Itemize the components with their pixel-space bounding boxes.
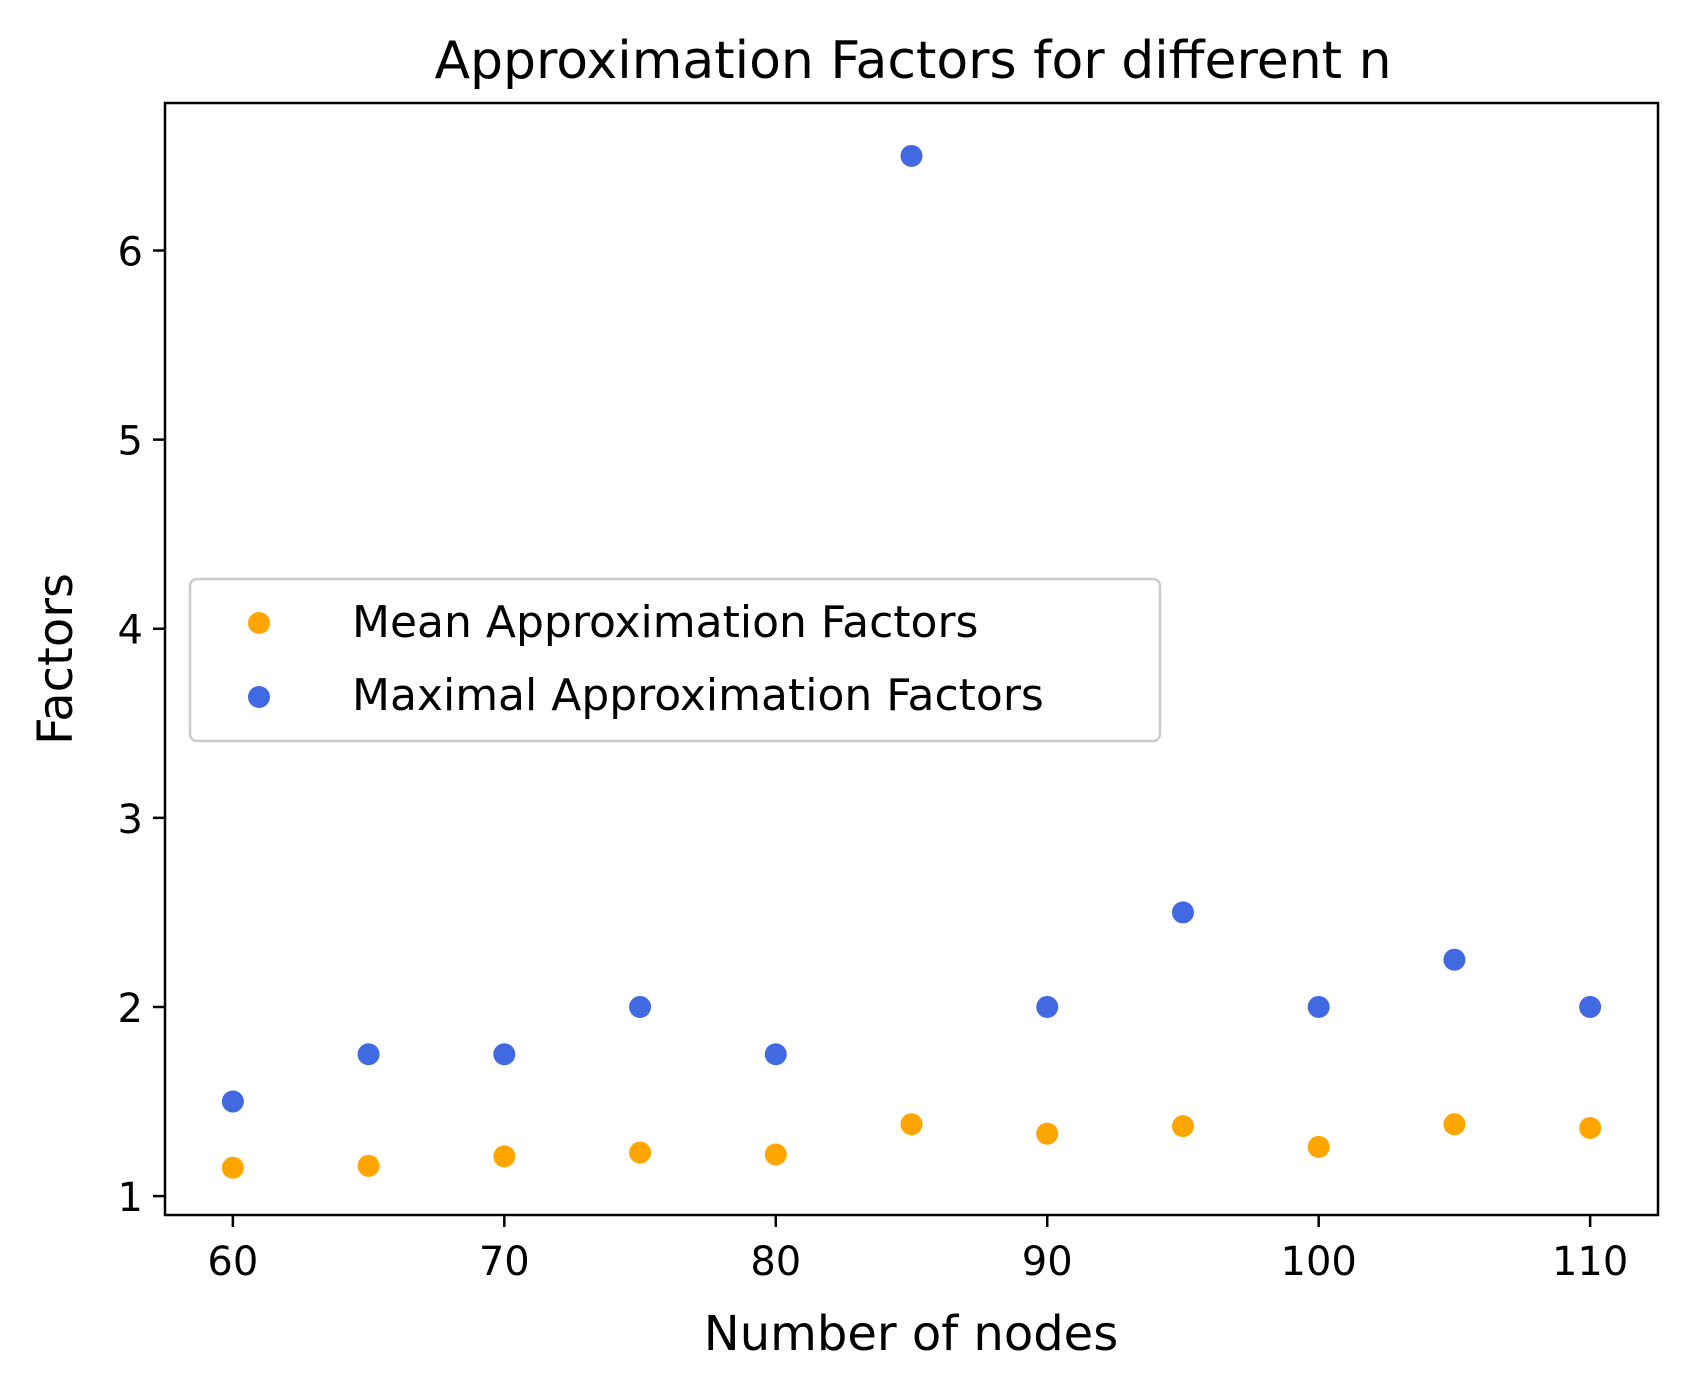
y-tick-label: 4 [118, 608, 143, 654]
point-mean-90 [1036, 1122, 1059, 1145]
x-tick-label: 110 [1552, 1239, 1628, 1285]
point-max-90 [1036, 995, 1059, 1018]
x-tick-label: 90 [1022, 1239, 1073, 1285]
y-tick-label: 1 [118, 1175, 143, 1221]
point-mean-100 [1307, 1135, 1330, 1158]
x-tick-label: 60 [207, 1239, 258, 1285]
legend-label-max: Maximal Approximation Factors [352, 670, 1044, 721]
y-axis-ticks: 1 2 3 4 5 6 [118, 230, 165, 1221]
chart-title: Approximation Factors for different n [434, 31, 1391, 91]
x-tick-label: 100 [1281, 1239, 1357, 1285]
point-max-105 [1443, 948, 1466, 971]
point-max-65 [357, 1043, 380, 1066]
point-max-60 [221, 1090, 244, 1113]
y-tick-label: 2 [118, 986, 143, 1032]
plot-area-frame [163, 101, 1660, 1217]
point-mean-85 [900, 1113, 923, 1136]
point-mean-80 [764, 1143, 787, 1166]
point-max-110 [1579, 995, 1602, 1018]
point-max-75 [629, 995, 652, 1018]
point-mean-95 [1171, 1115, 1194, 1138]
x-tick-label: 80 [750, 1239, 801, 1285]
x-axis-label: Number of nodes [704, 1306, 1118, 1362]
y-axis-label: Factors [28, 573, 84, 745]
y-tick-label: 6 [118, 230, 143, 276]
x-axis-ticks: 60 70 80 90 100 110 [207, 1215, 1628, 1285]
legend-marker-max [248, 686, 270, 708]
legend-label-mean: Mean Approximation Factors [352, 597, 978, 648]
legend: Mean Approximation Factors Maximal Appro… [188, 577, 1162, 743]
y-tick-label: 5 [118, 419, 143, 465]
point-max-95 [1171, 901, 1194, 924]
point-mean-65 [357, 1154, 380, 1177]
point-mean-60 [221, 1156, 244, 1179]
x-tick-label: 70 [479, 1239, 530, 1285]
point-mean-105 [1443, 1113, 1466, 1136]
legend-marker-mean [248, 612, 270, 634]
point-mean-75 [629, 1141, 652, 1164]
y-tick-label: 3 [118, 797, 143, 843]
point-max-70 [493, 1043, 516, 1066]
point-max-80 [764, 1043, 787, 1066]
point-mean-70 [493, 1145, 516, 1168]
point-max-85 [900, 144, 923, 167]
point-max-100 [1307, 995, 1330, 1018]
point-mean-110 [1579, 1117, 1602, 1140]
points-layer [221, 144, 1602, 1179]
legend-box [188, 577, 1162, 743]
